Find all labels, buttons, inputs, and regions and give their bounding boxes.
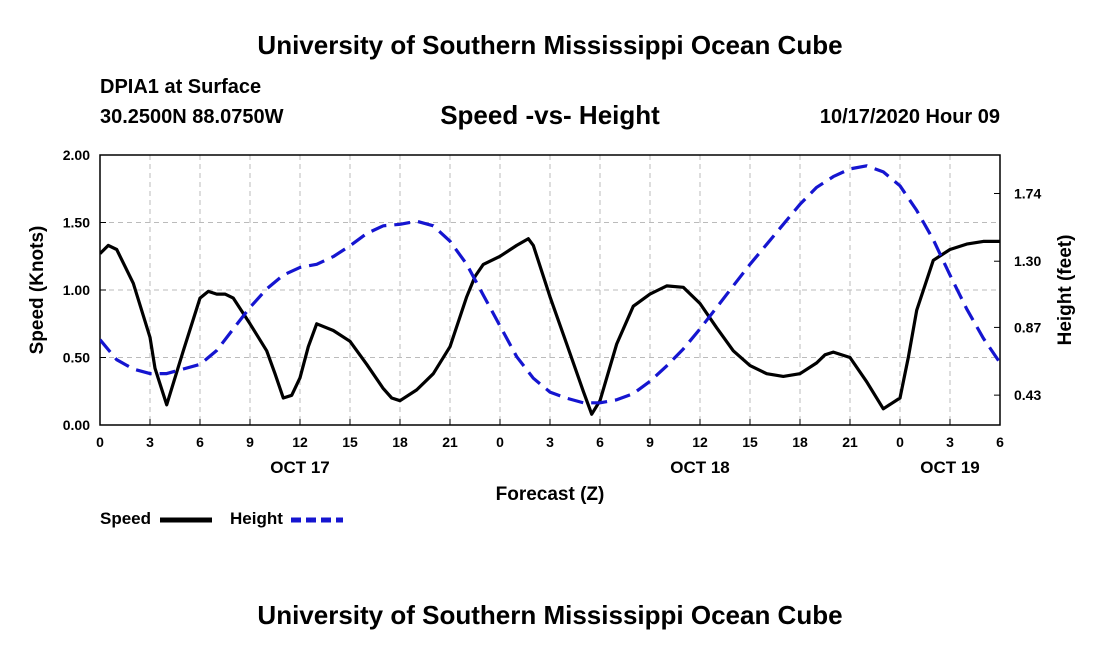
chart-title: Speed -vs- Height <box>440 100 660 130</box>
y2-tick-label: 0.43 <box>1014 387 1041 403</box>
day-label: OCT 19 <box>920 458 980 477</box>
legend-label-speed: Speed <box>100 509 151 528</box>
y-axis-title: Speed (Knots) <box>27 226 48 355</box>
x-tick-label: 12 <box>292 434 308 450</box>
page-title: University of Southern Mississippi Ocean… <box>257 30 843 60</box>
y2-axis-title: Height (feet) <box>1055 235 1076 346</box>
x-tick-label: 3 <box>946 434 954 450</box>
series-line-height <box>100 164 1000 405</box>
legend: Speed Height <box>100 509 343 528</box>
y-tick-label: 0.50 <box>63 350 90 366</box>
footer-title: University of Southern Mississippi Ocean… <box>257 600 843 630</box>
station-label: DPIA1 at Surface <box>100 76 262 98</box>
x-axis-title: Forecast (Z) <box>496 484 605 505</box>
x-tick-label: 9 <box>646 434 654 450</box>
series-layer <box>100 164 1000 416</box>
x-tick-label: 0 <box>96 434 104 450</box>
forecast-timestamp: 10/17/2020 Hour 09 <box>819 106 1000 128</box>
x-tick-label: 6 <box>596 434 604 450</box>
ticks-layer: 0 3 6 9 12 15 18 21 0 3 6 9 12 15 18 21 0 3 6 0.00 0.50 1.00 1… <box>63 147 1042 477</box>
x-tick-label: 6 <box>196 434 204 450</box>
x-tick-label: 0 <box>496 434 504 450</box>
x-tick-label: 3 <box>546 434 554 450</box>
x-tick-label: 15 <box>742 434 758 450</box>
x-tick-label: 18 <box>792 434 808 450</box>
x-tick-label: 18 <box>392 434 408 450</box>
x-tick-label: 21 <box>842 434 858 450</box>
y2-tick-label: 0.87 <box>1014 319 1041 335</box>
y-tick-label: 1.50 <box>63 215 90 231</box>
y-tick-label: 2.00 <box>63 147 90 163</box>
x-tick-label: 21 <box>442 434 458 450</box>
x-tick-label: 9 <box>246 434 254 450</box>
grid-layer <box>100 155 1000 425</box>
coordinates-label: 30.2500N 88.0750W <box>100 106 284 128</box>
y2-tick-label: 1.74 <box>1014 185 1041 201</box>
day-label: OCT 18 <box>670 458 730 477</box>
legend-label-height: Height <box>230 509 283 528</box>
x-tick-label: 3 <box>146 434 154 450</box>
day-label: OCT 17 <box>270 458 330 477</box>
series-line-speed <box>100 237 1000 416</box>
y-tick-label: 1.00 <box>63 282 90 298</box>
y-tick-label: 0.00 <box>63 417 90 433</box>
y2-tick-label: 1.30 <box>1014 253 1041 269</box>
x-tick-label: 15 <box>342 434 358 450</box>
x-tick-label: 0 <box>896 434 904 450</box>
x-tick-label: 12 <box>692 434 708 450</box>
x-tick-label: 6 <box>996 434 1004 450</box>
